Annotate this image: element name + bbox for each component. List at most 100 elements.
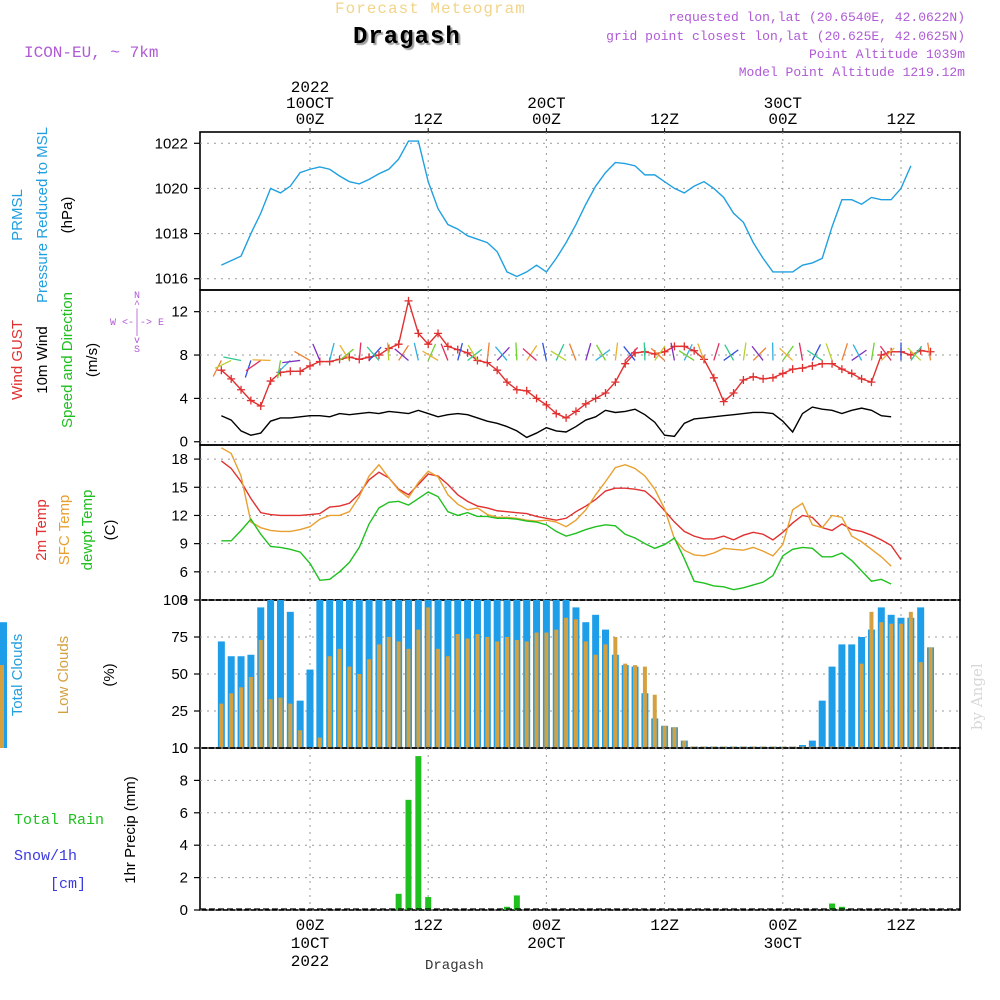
- bar-clouds-1: [495, 641, 500, 748]
- bar-clouds-1: [682, 740, 687, 748]
- bottom-time-label: 12Z: [650, 917, 679, 935]
- precip-label-rain: Total Rain: [14, 812, 104, 829]
- wind-arrow: [742, 342, 747, 361]
- top-time-label: 12Z: [414, 111, 443, 129]
- bar-clouds-1: [229, 693, 234, 748]
- wind-arrow: [806, 349, 823, 361]
- bar-clouds-1: [416, 629, 421, 748]
- gust-point: [837, 365, 846, 374]
- gust-point: [443, 342, 452, 351]
- ytick-label-temperature: 6: [180, 564, 188, 581]
- bar-clouds-1: [337, 648, 342, 748]
- compass-glyph: S: [134, 345, 140, 356]
- info-grid-lonlat: grid point closest lon,lat (20.625E, 42.…: [606, 29, 965, 44]
- bar-clouds-1: [327, 656, 332, 748]
- gust-point: [315, 357, 324, 366]
- bottom-time-label: 00Z: [532, 917, 561, 935]
- gust-point: [217, 366, 226, 375]
- bar-clouds-1: [524, 641, 529, 748]
- wind-arrow: [214, 359, 232, 369]
- bar-clouds-1: [505, 637, 509, 748]
- ytick-label-precip: 10: [171, 740, 188, 757]
- info-point-altitude: Point Altitude 1039m: [808, 47, 965, 62]
- bar-precip-0: [838, 906, 845, 910]
- wind-arrow: [624, 347, 639, 361]
- bar-clouds-1: [623, 663, 628, 748]
- wind-arrow: [467, 344, 479, 361]
- wind-arrow: [368, 346, 382, 361]
- compass-glyph: N: [134, 291, 140, 302]
- bar-precip-0: [513, 895, 520, 910]
- wind-arrow: [585, 342, 592, 361]
- wind-arrow: [852, 344, 863, 361]
- location-title: Dragash: [353, 24, 461, 51]
- bottom-time-label: 12Z: [887, 917, 916, 935]
- ytick-label-precip: 8: [180, 772, 188, 789]
- gust-point: [847, 369, 856, 378]
- precip-axis-label: 1hr Precip (mm): [122, 776, 139, 884]
- ytick-label-clouds: 100: [163, 592, 188, 609]
- ytick-label-temperature: 18: [171, 451, 188, 468]
- wind-arrow: [927, 342, 932, 361]
- ytick-label-temperature: 15: [171, 479, 188, 496]
- top-time-label: 00Z: [296, 111, 325, 129]
- gust-point: [335, 355, 344, 364]
- wind-arrow: [496, 346, 510, 361]
- compass-glyph: W <-|-> E: [110, 317, 164, 329]
- ytick-label-wind: 0: [180, 434, 188, 451]
- panel-label: 2m Temp: [33, 499, 50, 560]
- bottom-time-label: 2022: [291, 953, 329, 971]
- compass-glyph: ^: [134, 300, 140, 311]
- series-line-temperature-1: [221, 447, 892, 567]
- gust-point: [719, 397, 728, 406]
- bar-clouds-1: [357, 674, 362, 748]
- bar-clouds-1: [455, 634, 460, 748]
- wind-arrow: [670, 342, 676, 361]
- bar-clouds-1: [564, 617, 569, 748]
- wind-arrow: [654, 345, 666, 361]
- wind-arrow: [752, 347, 767, 361]
- gust-point: [798, 364, 807, 373]
- top-time-label: 20CT: [527, 95, 565, 113]
- gust-point: [808, 361, 817, 370]
- gust-point: [286, 367, 295, 376]
- bottom-time-label: 00Z: [296, 917, 325, 935]
- info-model-altitude: Model Point Altitude 1219.12m: [738, 65, 965, 80]
- wind-arrow: [494, 346, 508, 361]
- bar-clouds-1: [258, 639, 263, 748]
- bottom-time-label: 10CT: [291, 935, 329, 953]
- bar-clouds-1: [642, 666, 647, 748]
- gust-point: [601, 388, 610, 397]
- wind-arrow: [870, 342, 875, 361]
- top-time-label: 30CT: [764, 95, 802, 113]
- wind-arrow: [678, 350, 695, 361]
- gust-point: [414, 329, 423, 338]
- gust-point: [591, 394, 600, 403]
- bar-clouds-1: [239, 687, 244, 748]
- watermark: by Angel: [968, 663, 986, 730]
- bar-clouds-0: [848, 644, 856, 748]
- bar-precip-0: [405, 799, 412, 910]
- bar-clouds-0: [296, 700, 304, 748]
- wind-arrow: [713, 343, 720, 361]
- ytick-label-pressure: 1016: [155, 271, 188, 288]
- panel-frame-temperature: [199, 444, 961, 601]
- bar-clouds-1: [573, 619, 578, 748]
- wind-arrow: [697, 343, 705, 361]
- bar-clouds-1: [514, 639, 519, 748]
- gust-point: [759, 374, 768, 383]
- ytick-label-wind: 4: [180, 390, 188, 407]
- panel-label: (m/s): [84, 343, 101, 377]
- wind-arrow: [223, 356, 242, 362]
- series-line-pressure-0: [221, 140, 912, 278]
- gust-point: [374, 351, 383, 360]
- bar-precip-0: [415, 756, 422, 910]
- wind-arrow: [366, 346, 380, 361]
- ytick-label-precip: 6: [180, 805, 188, 822]
- bar-clouds-1: [928, 647, 933, 748]
- panel-label: (hPa): [59, 197, 76, 234]
- gust-point: [493, 366, 502, 375]
- wind-arrow: [907, 347, 922, 361]
- bar-clouds-1: [908, 611, 913, 748]
